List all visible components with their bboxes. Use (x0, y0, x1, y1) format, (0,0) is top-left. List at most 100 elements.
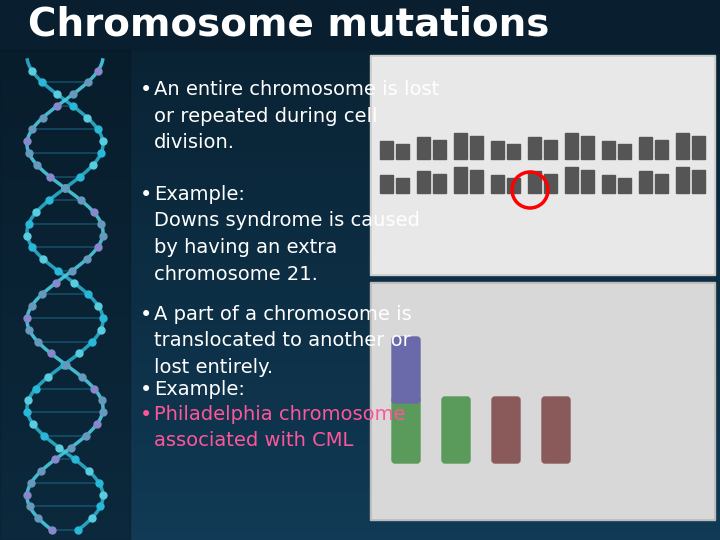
Bar (0, 46, 720, 54)
Bar (491, 141, 504, 159)
Bar (396, 178, 409, 193)
Bar (0, 323, 720, 330)
Text: •: • (140, 80, 152, 100)
Bar (0, 316, 720, 324)
Bar (0, 289, 720, 297)
Bar (507, 178, 520, 193)
Bar (0, 114, 720, 122)
Bar (602, 175, 615, 193)
Bar (0, 87, 720, 94)
Bar (0, 228, 720, 237)
Text: An entire chromosome is lost
or repeated during cell
division.: An entire chromosome is lost or repeated… (154, 80, 439, 152)
Bar (370, 55, 715, 275)
Bar (0, 363, 720, 372)
Bar (618, 144, 631, 159)
Bar (0, 168, 720, 176)
Bar (0, 438, 720, 446)
Text: A part of a chromosome is
translocated to another or
lost entirely.: A part of a chromosome is translocated t… (154, 305, 412, 377)
Bar (0, 505, 720, 513)
Bar (0, 519, 720, 526)
Bar (0, 336, 720, 345)
Bar (0, 478, 720, 486)
Bar (565, 133, 578, 159)
Bar (0, 141, 720, 148)
Text: Example:
Downs syndrome is caused
by having an extra
chromosome 21.: Example: Downs syndrome is caused by hav… (154, 185, 420, 284)
Bar (0, 370, 720, 378)
Bar (0, 0, 720, 6)
Bar (0, 19, 720, 27)
Bar (618, 178, 631, 193)
Bar (0, 357, 720, 364)
Bar (380, 141, 393, 159)
Bar (0, 498, 720, 507)
Bar (0, 465, 720, 472)
Bar (0, 73, 720, 81)
Bar (581, 136, 594, 159)
Bar (454, 167, 467, 193)
Bar (491, 175, 504, 193)
Bar (676, 167, 689, 193)
Bar (0, 532, 720, 540)
Text: •: • (140, 380, 152, 400)
Text: •: • (140, 185, 152, 205)
Bar (0, 431, 720, 438)
Bar (0, 377, 720, 384)
Bar (565, 167, 578, 193)
Bar (692, 136, 705, 159)
Bar (0, 296, 720, 303)
Bar (433, 140, 446, 159)
Bar (0, 282, 720, 291)
Bar (0, 451, 720, 459)
Bar (417, 137, 430, 159)
Bar (0, 242, 720, 249)
Bar (528, 171, 541, 193)
FancyBboxPatch shape (392, 397, 420, 463)
Bar (470, 170, 483, 193)
Bar (0, 512, 720, 519)
Bar (0, 174, 720, 183)
Bar (0, 492, 720, 500)
Bar (0, 0, 720, 50)
Bar (370, 282, 715, 520)
Bar (0, 255, 720, 263)
Text: •: • (140, 305, 152, 325)
Bar (0, 181, 720, 189)
Bar (0, 154, 720, 162)
Bar (0, 525, 720, 534)
Bar (507, 144, 520, 159)
Bar (0, 303, 720, 310)
Bar (0, 120, 720, 128)
Text: Philadelphia chromosome
associated with CML: Philadelphia chromosome associated with … (154, 405, 405, 450)
Bar (0, 107, 720, 115)
Bar (0, 60, 720, 68)
Bar (417, 171, 430, 193)
Bar (372, 284, 713, 518)
Bar (0, 276, 720, 284)
Bar (433, 174, 446, 193)
Bar (396, 144, 409, 159)
Text: Chromosome mutations: Chromosome mutations (28, 6, 549, 44)
Bar (0, 100, 720, 108)
Bar (0, 127, 720, 135)
Bar (0, 6, 720, 14)
Bar (0, 471, 720, 480)
Bar (0, 50, 130, 540)
Bar (0, 444, 720, 453)
Bar (0, 384, 720, 392)
Bar (0, 411, 720, 418)
Bar (0, 66, 720, 74)
Bar (0, 222, 720, 230)
FancyBboxPatch shape (542, 397, 570, 463)
Bar (639, 137, 652, 159)
Bar (0, 147, 720, 156)
Bar (380, 175, 393, 193)
Bar (655, 174, 668, 193)
Bar (0, 458, 720, 465)
Bar (0, 134, 720, 141)
Bar (0, 195, 720, 202)
Bar (676, 133, 689, 159)
Bar (0, 80, 720, 87)
Bar (0, 39, 720, 47)
Bar (0, 397, 720, 405)
Bar (602, 141, 615, 159)
